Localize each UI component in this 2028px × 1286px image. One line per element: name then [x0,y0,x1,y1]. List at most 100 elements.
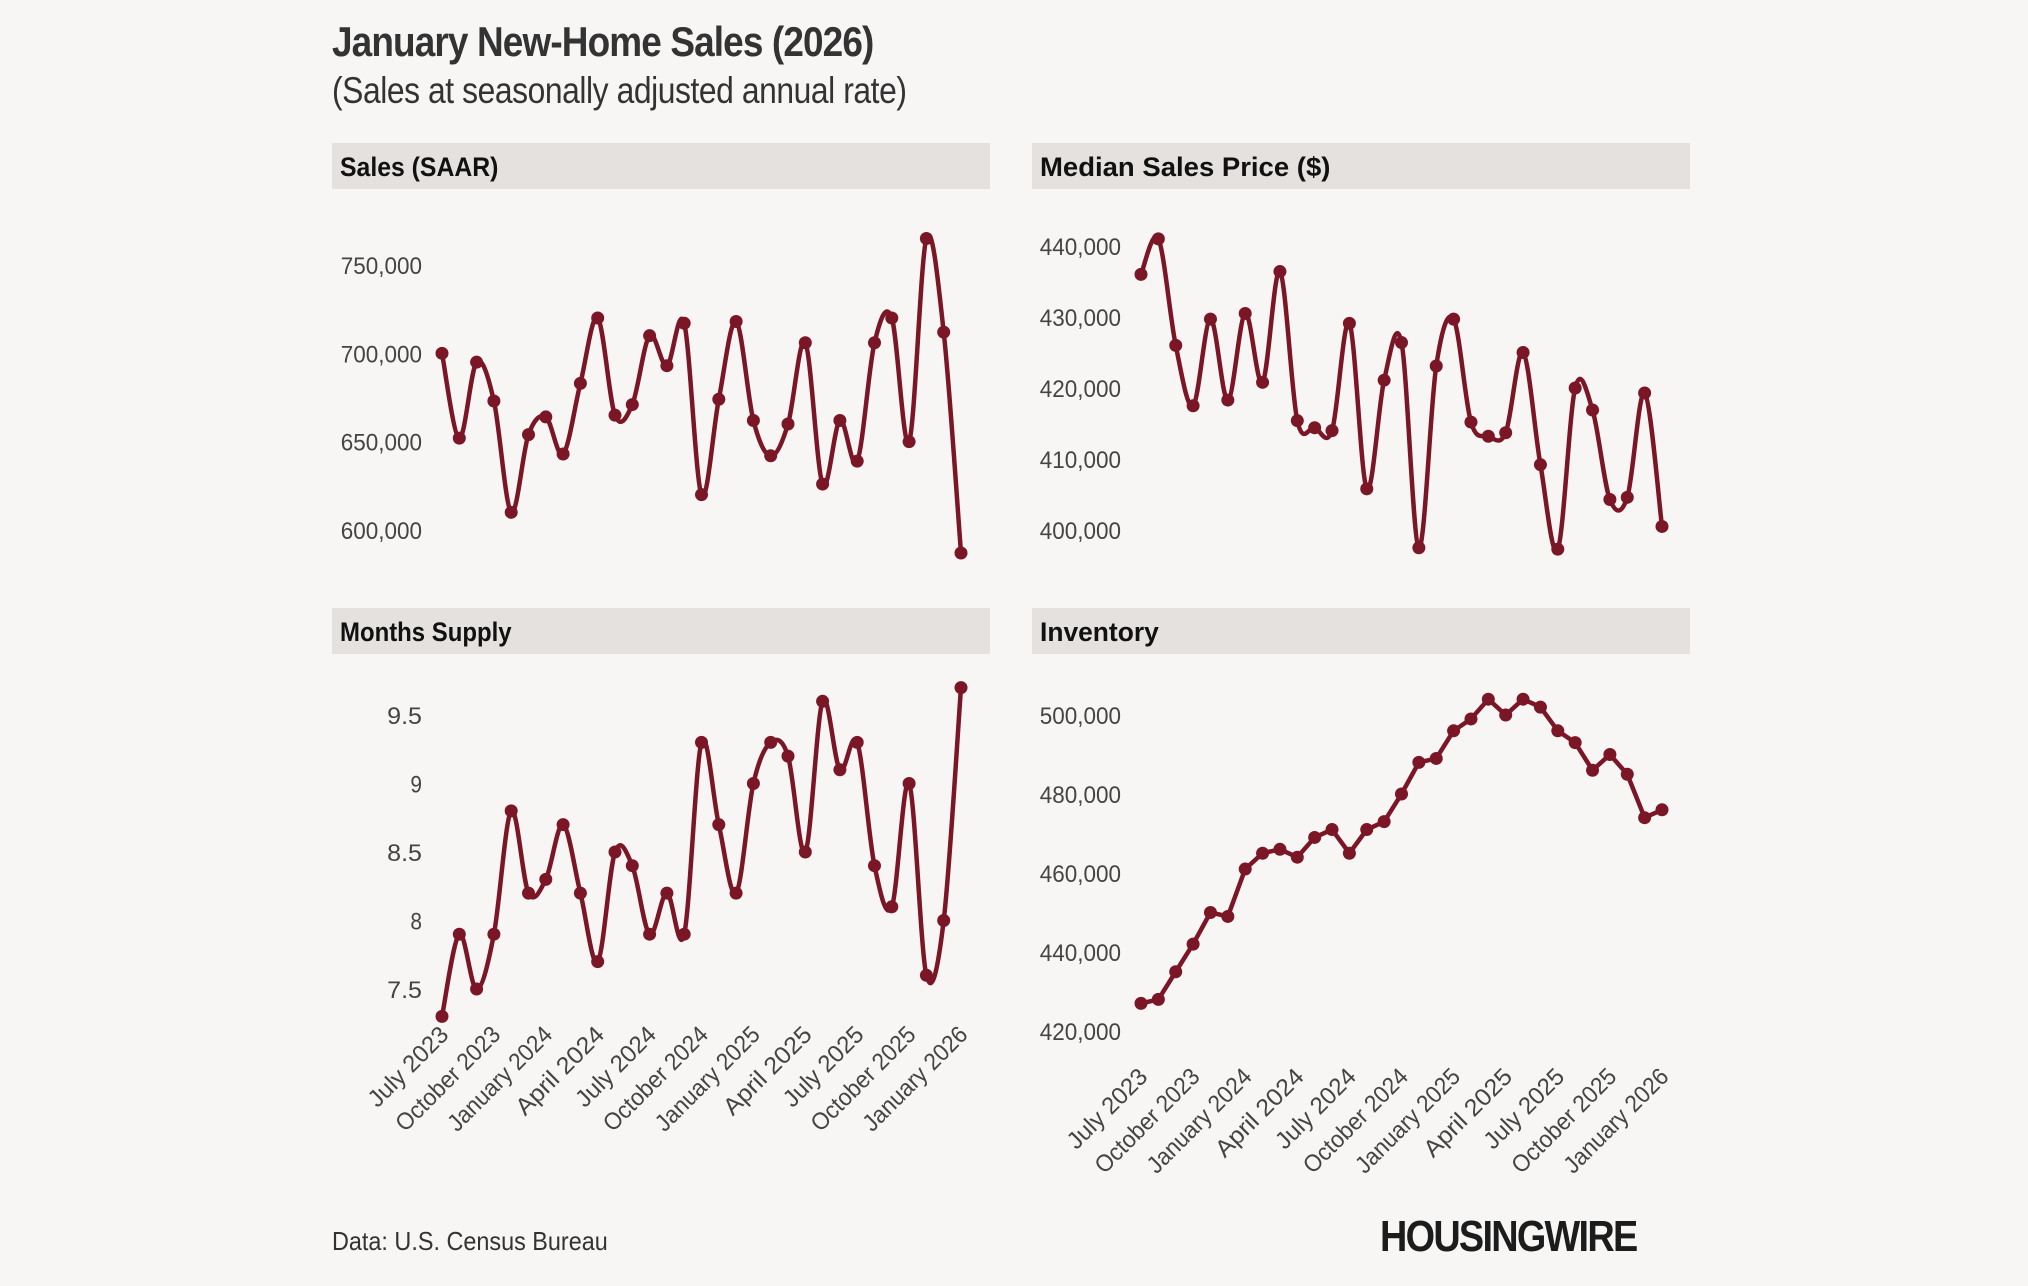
panel-title: Months Supply [340,617,512,647]
y-tick-label: 420,000 [1040,1019,1121,1046]
data-point [591,955,605,969]
data-point [1203,312,1217,326]
data-point [1447,724,1461,738]
panel-2: Median Sales Price ($) 400,000 410,000 420,… [1032,143,1690,556]
data-point [1325,823,1339,837]
data-point [798,845,812,859]
data-point [1655,519,1669,533]
y-tick-label: 8.5 [387,840,422,867]
panel-4: Inventory 420,000 440,000 460,000 480,000 500… [1032,608,1690,1179]
data-point [1256,846,1270,860]
y-tick-label: 9.5 [387,703,422,730]
data-point [1308,421,1322,435]
data-point [1568,736,1582,750]
chart-subtitle: (Sales at seasonally adjusted annual rat… [332,70,907,111]
data-point [937,914,951,927]
data-point [1134,996,1148,1010]
data-point [608,408,622,422]
data-point [522,886,535,900]
data-point [1238,306,1252,320]
data-point [539,872,553,886]
data-point [1551,724,1565,738]
data-point [712,818,726,832]
data-point [573,886,587,900]
data-point [1412,541,1426,555]
data-point [643,329,657,343]
y-tick-label: 750,000 [341,253,422,280]
data-point [885,900,899,914]
data-point [850,454,864,468]
data-point [1360,823,1374,837]
data-point [1169,338,1183,352]
data-point [504,804,518,818]
y-tick-label: 650,000 [341,430,422,457]
data-point [539,410,553,424]
y-tick-label: 600,000 [341,518,422,545]
data-point [1186,399,1200,413]
panel-title: Sales (SAAR) [340,152,498,182]
data-point [1273,265,1287,279]
data-point [1360,482,1374,496]
data-point [677,316,691,330]
data-point [1499,708,1513,722]
data-point [556,818,570,832]
data-point [1533,700,1547,714]
data-point [1290,850,1304,864]
data-point [1377,815,1391,829]
data-point [1151,992,1165,1006]
data-point [1533,458,1547,472]
data-point [1203,906,1217,919]
data-point [902,435,916,449]
data-point [1551,542,1565,556]
panel-header [1032,143,1690,189]
data-point [1655,803,1669,817]
data-point [1638,386,1652,400]
data-point [522,428,535,442]
panel-1: Sales (SAAR) 600,000 650,000 700,000 750,000 [332,143,990,560]
data-point [868,336,881,350]
data-point [1499,426,1513,440]
data-point [798,336,812,350]
data-point [591,311,605,325]
data-point [919,968,933,982]
data-point [746,413,760,427]
data-point [833,413,847,427]
series-line [439,233,964,554]
data-point [470,982,484,996]
data-point [660,886,674,900]
data-point [1395,336,1408,350]
y-tick-label: 500,000 [1040,703,1121,730]
data-point [1290,414,1304,428]
y-tick-label: 420,000 [1040,376,1121,403]
chart-title: January New-Home Sales (2026) [332,18,874,65]
y-tick-label: 430,000 [1040,305,1121,332]
y-tick-label: 8 [410,909,422,936]
data-point [1586,763,1600,777]
data-point [1516,692,1530,706]
data-point [954,546,968,560]
panel-title: Median Sales Price ($) [1040,152,1330,182]
data-point [625,859,639,873]
data-point [677,927,691,941]
data-point [1429,359,1443,373]
data-point [868,859,881,873]
data-point [608,845,622,859]
series-line [1140,696,1663,1006]
data-point [764,449,778,463]
data-point [452,431,466,445]
y-tick-label: 440,000 [1040,940,1121,967]
data-point [1603,748,1617,761]
data-point [573,376,587,390]
data-point [850,735,864,749]
data-point [1325,424,1339,438]
data-point [504,505,518,519]
data-point [1516,346,1530,359]
data-point [781,749,795,763]
data-point [1342,316,1356,330]
data-point [1256,375,1270,389]
data-point [919,232,933,245]
panel-title: Inventory [1040,617,1159,647]
data-point [1151,232,1165,246]
data-point [902,777,916,790]
data-point [833,763,847,777]
